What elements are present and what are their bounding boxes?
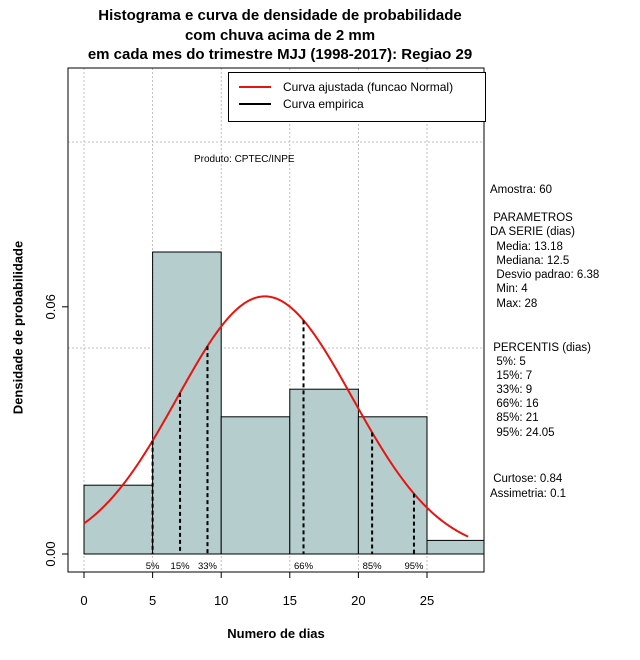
chart-title-line-3: em cada mes do trimestre MJJ (1998-2017)… <box>87 46 473 63</box>
legend-swatch-empirical <box>239 103 271 105</box>
y-tick-label: 0.00 <box>43 541 58 566</box>
x-tick-label: 20 <box>351 593 365 608</box>
stat-desvio: Desvio padrao: 6.38 <box>490 269 600 281</box>
stat-max: Max: 28 <box>490 298 538 310</box>
percentis-header: PERCENTIS (dias) <box>490 342 591 354</box>
legend: Curva ajustada (funcao Normal) Curva emp… <box>228 72 486 122</box>
producer-label: Produto: CPTEC/INPE <box>194 154 295 165</box>
x-tick-label: 5 <box>149 593 156 608</box>
histogram-bar-6 <box>426 539 485 555</box>
x-tick-label: 10 <box>214 593 228 608</box>
percentil-15: 15%: 7 <box>490 370 533 382</box>
legend-item-fitted: Curva ajustada (funcao Normal) <box>239 80 453 94</box>
params-header-2: DA SERIE (dias) <box>490 226 575 238</box>
x-tick-label: 0 <box>80 593 87 608</box>
sample-size: Amostra: 60 <box>490 184 552 196</box>
percentile-label: 15% <box>171 561 191 572</box>
legend-swatch-fitted <box>239 86 271 88</box>
x-tick-label: 15 <box>283 593 297 608</box>
y-tick-label: 0.06 <box>43 294 58 319</box>
stat-curtose: Curtose: 0.84 <box>490 473 563 485</box>
percentile-label: 85% <box>363 561 383 572</box>
legend-label-empirical: Curva empirica <box>283 97 364 111</box>
percentil-66: 66%: 16 <box>490 398 539 410</box>
stat-min: Min: 4 <box>490 283 528 295</box>
percentil-85: 85%: 21 <box>490 412 539 424</box>
percentil-5: 5%: 5 <box>490 356 526 368</box>
x-tick-label: 25 <box>420 593 434 608</box>
legend-label-fitted: Curva ajustada (funcao Normal) <box>283 80 454 94</box>
histogram-bar-4 <box>289 388 359 555</box>
percentile-label: 5% <box>146 561 160 572</box>
percentile-label: 95% <box>404 561 424 572</box>
params-header-1: PARAMETROS <box>490 212 573 224</box>
percentile-label: 33% <box>198 561 218 572</box>
legend-item-empirical: Curva empirica <box>239 97 364 111</box>
fitted-normal-curve <box>83 295 469 538</box>
stat-mediana: Mediana: 12.5 <box>490 255 570 267</box>
histogram-bar-1 <box>83 484 154 555</box>
percentile-label: 66% <box>294 561 314 572</box>
percentil-95: 95%: 24.05 <box>490 427 555 439</box>
stat-media: Media: 13.18 <box>490 241 563 253</box>
histogram-bar-2 <box>152 251 222 555</box>
chart-title-line-2: com chuva acima de 2 mm <box>184 27 376 44</box>
x-axis-label: Numero de dias <box>227 626 325 641</box>
histogram-bar-5 <box>357 416 428 555</box>
percentil-33: 33%: 9 <box>490 384 533 396</box>
stat-assimetria: Assimetria: 0.1 <box>490 488 567 500</box>
chart-title-line-1: Histograma e curva de densidade de proba… <box>98 7 462 24</box>
y-axis-label: Densidade de probabilidade <box>10 240 26 415</box>
histogram-bar-3 <box>220 416 291 555</box>
plot-frame <box>67 67 485 573</box>
